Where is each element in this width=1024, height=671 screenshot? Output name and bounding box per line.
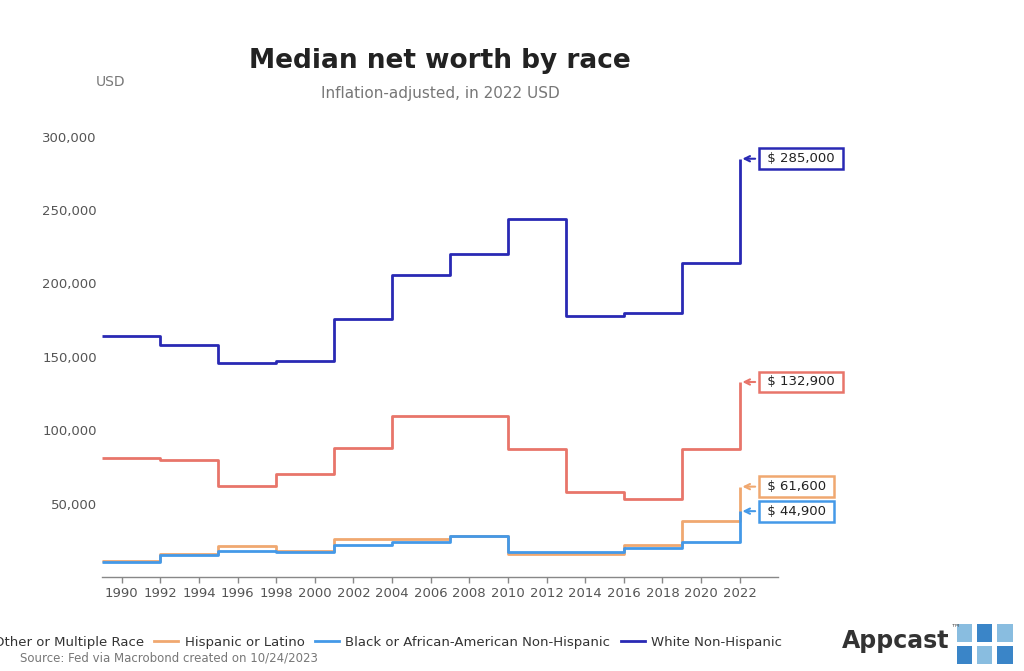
- Black or African-American Non-Hispanic: [328, 541, 340, 549]
- FancyBboxPatch shape: [996, 624, 1013, 642]
- Hispanic or Latino: [617, 541, 630, 549]
- Other or Multiple Race: [617, 495, 630, 503]
- Other or Multiple Race: [676, 446, 688, 454]
- Other or Multiple Race: [386, 411, 398, 419]
- Black or African-American Non-Hispanic: [560, 548, 572, 556]
- Hispanic or Latino: [676, 517, 688, 525]
- Hispanic or Latino: [443, 532, 456, 540]
- Text: $ 132,900: $ 132,900: [744, 376, 839, 389]
- Other or Multiple Race: [560, 488, 572, 496]
- Text: USD: USD: [95, 74, 125, 89]
- Other or Multiple Race: [270, 470, 283, 478]
- Black or African-American Non-Hispanic: [676, 538, 688, 546]
- White Non-Hispanic: [270, 357, 283, 365]
- Line: Black or African-American Non-Hispanic: Black or African-American Non-Hispanic: [102, 511, 739, 562]
- White Non-Hispanic: [328, 315, 340, 323]
- Black or African-American Non-Hispanic: [96, 558, 109, 566]
- FancyBboxPatch shape: [956, 624, 973, 642]
- Hispanic or Latino: [212, 542, 224, 550]
- Text: ™: ™: [951, 623, 961, 633]
- White Non-Hispanic: [96, 332, 109, 340]
- Black or African-American Non-Hispanic: [617, 544, 630, 552]
- White Non-Hispanic: [560, 312, 572, 320]
- White Non-Hispanic: [443, 250, 456, 258]
- FancyBboxPatch shape: [956, 646, 973, 664]
- FancyBboxPatch shape: [977, 646, 992, 664]
- White Non-Hispanic: [212, 359, 224, 367]
- Black or African-American Non-Hispanic: [443, 532, 456, 540]
- Hispanic or Latino: [270, 547, 283, 555]
- Black or African-American Non-Hispanic: [270, 548, 283, 556]
- Black or African-American Non-Hispanic: [502, 548, 514, 556]
- Hispanic or Latino: [328, 535, 340, 543]
- Black or African-American Non-Hispanic: [155, 551, 167, 559]
- Black or African-American Non-Hispanic: [733, 507, 745, 515]
- Text: Appcast: Appcast: [842, 629, 949, 653]
- Text: Inflation-adjusted, in 2022 USD: Inflation-adjusted, in 2022 USD: [321, 87, 560, 101]
- Black or African-American Non-Hispanic: [386, 538, 398, 546]
- Line: Other or Multiple Race: Other or Multiple Race: [102, 382, 739, 499]
- Text: $ 285,000: $ 285,000: [744, 152, 839, 165]
- Other or Multiple Race: [212, 482, 224, 490]
- Other or Multiple Race: [502, 446, 514, 454]
- Other or Multiple Race: [96, 454, 109, 462]
- White Non-Hispanic: [733, 155, 745, 163]
- Line: White Non-Hispanic: White Non-Hispanic: [102, 159, 739, 363]
- Hispanic or Latino: [386, 535, 398, 543]
- Legend: Other or Multiple Race, Hispanic or Latino, Black or African-American Non-Hispan: Other or Multiple Race, Hispanic or Lati…: [0, 631, 787, 654]
- Text: $ 61,600: $ 61,600: [744, 480, 830, 493]
- Hispanic or Latino: [502, 550, 514, 558]
- Title: Median net worth by race: Median net worth by race: [250, 48, 631, 74]
- White Non-Hispanic: [617, 309, 630, 317]
- Black or African-American Non-Hispanic: [212, 547, 224, 555]
- White Non-Hispanic: [386, 270, 398, 278]
- White Non-Hispanic: [676, 259, 688, 267]
- FancyBboxPatch shape: [996, 646, 1013, 664]
- White Non-Hispanic: [155, 341, 167, 349]
- Hispanic or Latino: [733, 482, 745, 491]
- Hispanic or Latino: [560, 550, 572, 558]
- Other or Multiple Race: [733, 378, 745, 386]
- Other or Multiple Race: [443, 411, 456, 419]
- Hispanic or Latino: [96, 557, 109, 565]
- Text: Source: Fed via Macrobond created on 10/24/2023: Source: Fed via Macrobond created on 10/…: [20, 652, 318, 664]
- FancyBboxPatch shape: [977, 624, 992, 642]
- Other or Multiple Race: [155, 456, 167, 464]
- Hispanic or Latino: [155, 550, 167, 558]
- White Non-Hispanic: [502, 215, 514, 223]
- Line: Hispanic or Latino: Hispanic or Latino: [102, 486, 739, 561]
- Other or Multiple Race: [328, 444, 340, 452]
- Text: $ 44,900: $ 44,900: [744, 505, 830, 517]
